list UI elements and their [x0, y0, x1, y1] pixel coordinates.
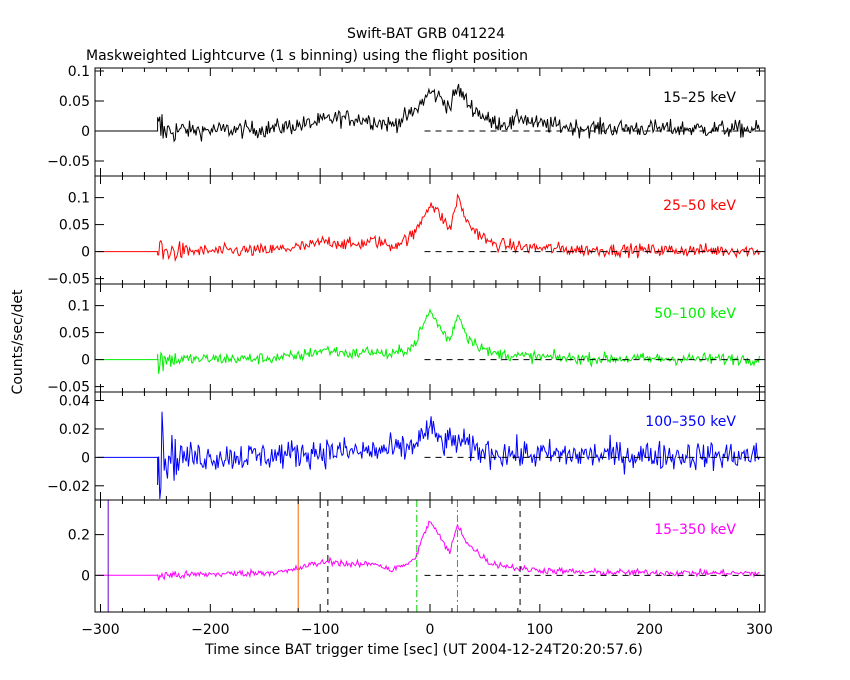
series-line-4 — [97, 411, 760, 500]
y-tick-label: 0.1 — [68, 299, 90, 315]
panels: −0.05 0 0.05 0.1 15–25 keV −0.05 0 0.05 0.1 25–50… — [47, 64, 773, 638]
y-tick-label: 0.1 — [68, 64, 90, 80]
band-label: 25–50 keV — [663, 198, 736, 214]
y-tick-label: 0 — [81, 124, 90, 140]
panel-5: 0 0.2 15–350 keV — [68, 499, 766, 613]
series-line-2 — [97, 193, 760, 263]
x-tick-label: 0 — [426, 622, 435, 638]
panel-4: −0.02 0 0.02 0.04 100–350 keV — [47, 391, 766, 501]
y-tick-label: 0 — [81, 245, 90, 261]
series-line-3 — [97, 308, 760, 374]
y-tick-label: 0 — [81, 568, 90, 584]
panel-frame-3 — [94, 283, 766, 393]
y-tick-label: −0.05 — [47, 380, 90, 396]
panel-frame-1 — [94, 67, 766, 177]
y-tick-label: 0 — [81, 450, 90, 466]
panel-1: −0.05 0 0.05 0.1 15–25 keV — [47, 64, 766, 177]
band-label: 15–350 keV — [654, 522, 736, 538]
band-label: 50–100 keV — [654, 306, 736, 322]
panel-frame-5 — [94, 499, 766, 613]
y-tick-label: 0.05 — [59, 326, 90, 342]
panel-frame-2 — [94, 175, 766, 285]
panel-2: −0.05 0 0.05 0.1 25–50 keV — [47, 175, 766, 288]
band-label: 15–25 keV — [663, 90, 736, 106]
y-tick-label: 0.05 — [59, 218, 90, 234]
x-tick-label: 200 — [636, 622, 663, 638]
y-tick-label: −0.02 — [47, 479, 90, 495]
band-label: 100–350 keV — [645, 414, 736, 430]
y-tick-label: 0.02 — [59, 422, 90, 438]
y-tick-label: 0.05 — [59, 94, 90, 110]
chart-subtitle: Maskweighted Lightcurve (1 s binning) us… — [86, 48, 528, 64]
y-tick-label: −0.05 — [47, 154, 90, 170]
chart-title: Swift-BAT GRB 041224 — [347, 26, 505, 42]
x-tick-label: 100 — [526, 622, 553, 638]
y-tick-label: 0.04 — [59, 394, 90, 410]
x-tick-labels: −300 −200 −100 0 100 200 300 — [81, 622, 773, 638]
x-tick-label: −300 — [81, 622, 119, 638]
y-tick-label: 0.1 — [68, 191, 90, 207]
y-tick-label: −0.05 — [47, 272, 90, 288]
y-tick-label: 0.2 — [68, 528, 90, 544]
x-tick-label: −200 — [191, 622, 229, 638]
panel-3: −0.05 0 0.05 0.1 50–100 keV — [47, 283, 766, 396]
x-tick-label: −100 — [301, 622, 339, 638]
x-axis-label: Time since BAT trigger time [sec] (UT 20… — [204, 642, 643, 658]
x-tick-label: 300 — [746, 622, 773, 638]
y-axis-label: Counts/sec/det — [10, 289, 26, 394]
y-tick-label: 0 — [81, 353, 90, 369]
series-line-1 — [97, 83, 760, 143]
